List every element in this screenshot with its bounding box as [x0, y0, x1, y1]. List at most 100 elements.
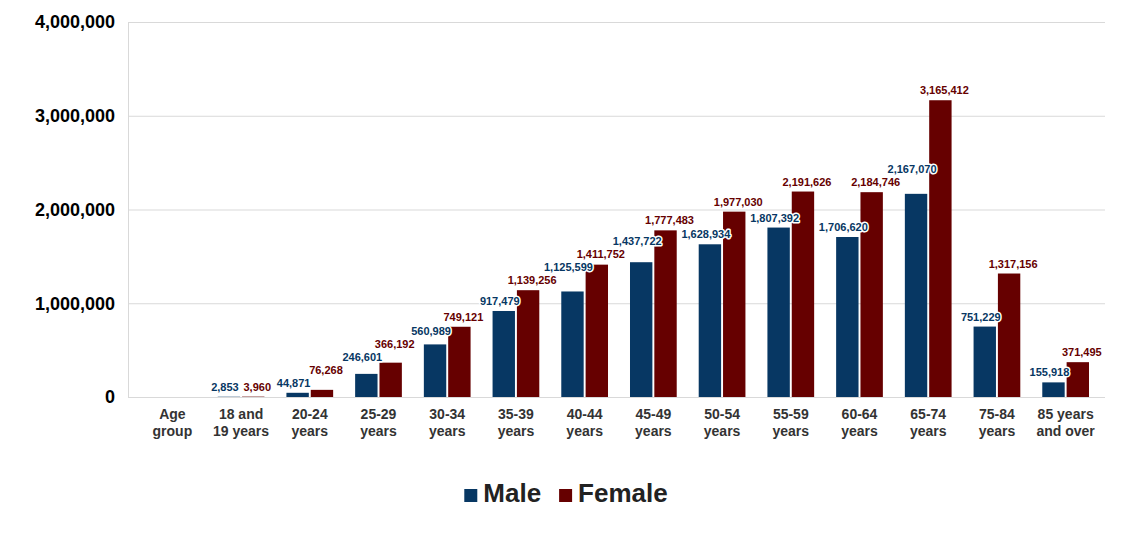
- bar: [654, 230, 676, 397]
- x-tick-label: 25-29years: [360, 406, 397, 440]
- x-tick: 85 yearsand over: [1036, 397, 1095, 439]
- grid-line: [128, 116, 1105, 117]
- x-tick-label: 20-24years: [291, 406, 328, 440]
- x-tick-label: 65-74years: [910, 406, 947, 440]
- x-tick: 20-24years: [291, 397, 328, 439]
- x-tick-label-line: 60-64: [842, 406, 878, 422]
- x-axis-line: [139, 397, 1101, 398]
- x-tick-label-line: 55-59: [773, 406, 809, 422]
- x-tick-label-line: years: [566, 423, 603, 439]
- data-label: 1,706,620: [819, 221, 868, 233]
- bar: [836, 237, 858, 397]
- x-tick-label: 60-64years: [841, 406, 878, 440]
- bar: [218, 396, 240, 397]
- data-label: 2,191,626: [782, 176, 831, 188]
- x-tick: Agegroup: [153, 397, 193, 439]
- x-tick: 30-34years: [429, 397, 466, 439]
- data-label: 44,871: [277, 377, 311, 389]
- x-tick-label: Agegroup: [153, 406, 193, 440]
- legend-item: Female: [559, 478, 668, 508]
- x-tick-label-line: 35-39: [498, 406, 534, 422]
- data-label: 3,960: [243, 381, 271, 393]
- data-label: 155,918: [1030, 366, 1070, 378]
- x-tick-label: 40-44years: [566, 406, 603, 440]
- x-tick-label-line: years: [291, 423, 328, 439]
- x-tick-label-line: Age: [159, 406, 186, 422]
- y-axis: 01,000,0002,000,0003,000,0004,000,000: [35, 12, 1105, 407]
- bar: [699, 244, 721, 397]
- data-label: 2,184,746: [851, 176, 900, 188]
- bar: [929, 100, 951, 397]
- bar: [379, 363, 401, 397]
- bar: [448, 327, 470, 397]
- x-tick-label-line: years: [772, 423, 809, 439]
- x-tick: 65-74years: [910, 397, 947, 439]
- x-axis: Agegroup18 and19 years20-24years25-29yea…: [139, 397, 1101, 439]
- x-tick: 75-84years: [979, 397, 1016, 439]
- x-tick-label-line: years: [635, 423, 672, 439]
- x-tick-label: 85 yearsand over: [1036, 406, 1095, 440]
- x-tick-label-line: years: [704, 423, 741, 439]
- x-tick: 55-59years: [772, 397, 809, 439]
- grid-line: [128, 22, 1105, 23]
- bar: [1067, 362, 1089, 397]
- x-tick-label-line: 40-44: [567, 406, 603, 422]
- data-label: 2,853: [211, 381, 239, 393]
- bar: [561, 291, 583, 397]
- x-tick: 60-64years: [841, 397, 878, 439]
- data-label: 1,411,752: [577, 248, 625, 260]
- x-tick: 35-39years: [498, 397, 535, 439]
- legend-item: Male: [464, 478, 541, 508]
- data-label: 917,479: [480, 295, 520, 307]
- x-tick-label: 75-84years: [979, 406, 1016, 440]
- x-tick-label-line: 65-74: [910, 406, 946, 422]
- legend-swatch: [464, 489, 477, 502]
- legend-swatch: [559, 489, 572, 502]
- bar: [311, 390, 333, 397]
- grid-line: [128, 210, 1105, 211]
- bar: [998, 274, 1020, 397]
- x-tick-label: 30-34years: [429, 406, 466, 440]
- bars: [218, 100, 1089, 397]
- bar: [1042, 382, 1064, 397]
- x-tick-label-line: years: [429, 423, 466, 439]
- legend-label: Female: [578, 478, 668, 508]
- data-label: 2,167,070: [888, 163, 937, 175]
- data-label: 751,229: [961, 311, 1001, 323]
- y-tick-label: 0: [105, 387, 115, 407]
- x-tick-label-line: years: [910, 423, 947, 439]
- x-tick-label-line: 20-24: [292, 406, 328, 422]
- x-tick-label: 50-54years: [704, 406, 741, 440]
- x-tick-label-line: years: [841, 423, 878, 439]
- bar: [517, 290, 539, 397]
- bar: [630, 262, 652, 397]
- data-label: 3,165,412: [920, 84, 969, 96]
- bar: [493, 311, 515, 397]
- chart-container: 01,000,0002,000,0003,000,0004,000,000Age…: [0, 0, 1132, 545]
- data-label: 1,977,030: [714, 196, 763, 208]
- x-tick-label-line: 75-84: [979, 406, 1015, 422]
- data-label: 76,268: [309, 364, 343, 376]
- data-label: 1,317,156: [989, 258, 1038, 270]
- x-tick-label-line: 19 years: [213, 423, 269, 439]
- bar: [355, 374, 377, 397]
- data-label: 371,495: [1062, 346, 1102, 358]
- bar: [586, 265, 608, 397]
- data-label: 1,777,483: [645, 214, 694, 226]
- series-bars: [242, 100, 1089, 397]
- bar: [974, 327, 996, 397]
- bar: [242, 396, 264, 397]
- y-tick-label: 1,000,000: [35, 294, 115, 314]
- data-label: 1,628,934: [681, 228, 731, 240]
- x-tick-label-line: 85 years: [1038, 406, 1094, 422]
- y-tick-label: 4,000,000: [35, 12, 115, 32]
- grid-line: [128, 397, 1105, 398]
- x-tick: 45-49years: [635, 397, 672, 439]
- x-tick-label-line: 45-49: [635, 406, 671, 422]
- x-tick-label-line: 50-54: [704, 406, 740, 422]
- bar: [905, 194, 927, 397]
- x-tick: 18 and19 years: [213, 397, 269, 439]
- bar: [424, 344, 446, 397]
- x-tick: 50-54years: [704, 397, 741, 439]
- x-tick-label: 18 and19 years: [213, 406, 269, 440]
